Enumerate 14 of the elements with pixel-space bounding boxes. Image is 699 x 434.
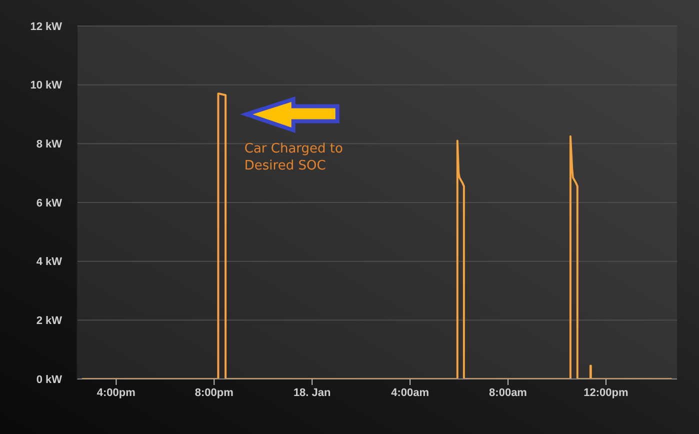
- x-tick-label: 12:00pm: [584, 386, 629, 399]
- x-tick-label: 4:00am: [391, 386, 430, 399]
- x-tick-label: 8:00pm: [194, 386, 234, 399]
- annotation: Car Charged to Desired SOC: [244, 141, 344, 174]
- x-tick-label: 18. Jan: [293, 386, 332, 399]
- y-tick-label: 10 kW: [30, 80, 63, 92]
- y-tick-label: 2 kW: [36, 315, 63, 328]
- y-tick-label: 12 kW: [30, 20, 63, 33]
- y-tick-label: 0 kW: [36, 374, 63, 386]
- y-tick-label: 4 kW: [36, 256, 63, 268]
- y-tick-label: 6 kW: [36, 197, 63, 210]
- y-tick-label: 8 kW: [36, 138, 63, 151]
- x-tick-label: 4:00pm: [96, 386, 136, 399]
- x-tick-label: 8:00am: [489, 386, 528, 399]
